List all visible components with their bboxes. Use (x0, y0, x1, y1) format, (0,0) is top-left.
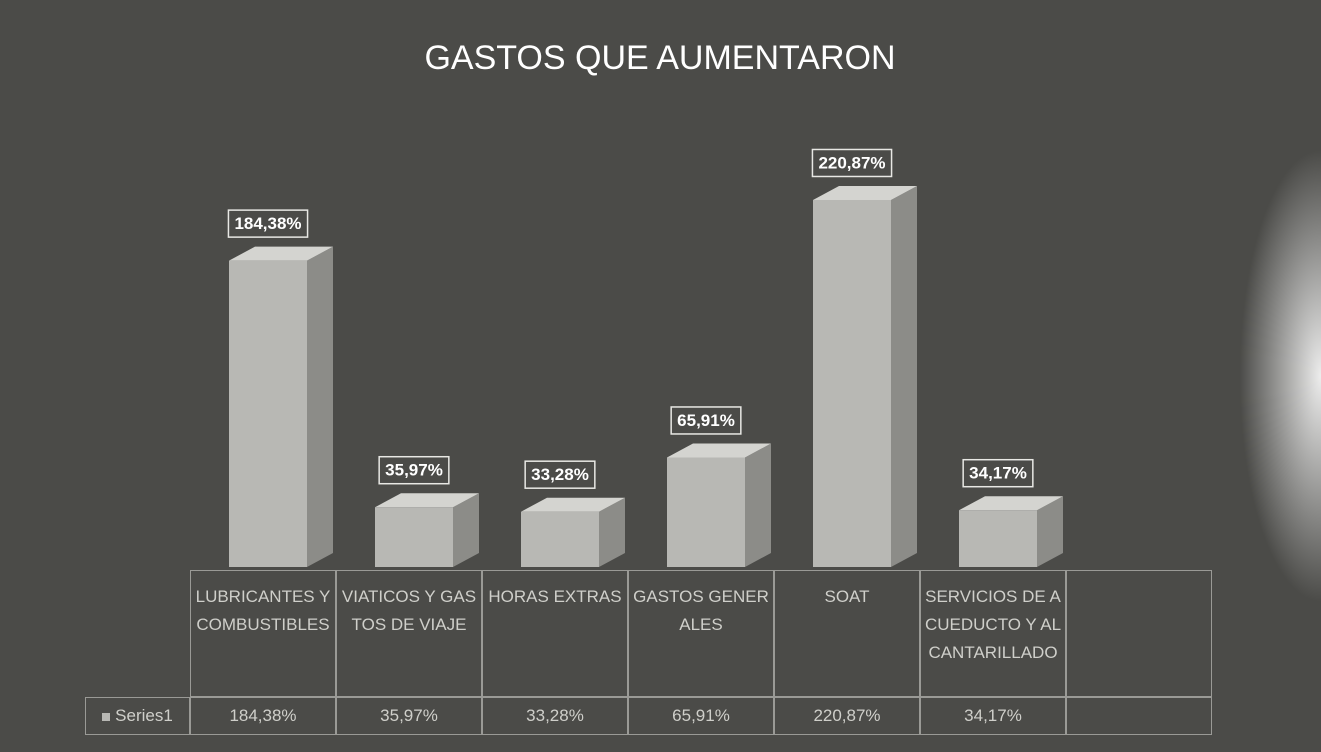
legend-key (102, 713, 111, 721)
value-label-box (811, 148, 893, 178)
category-label: VIATICOS Y GASTOS DE VIAJE (336, 570, 482, 697)
table-value: 65,91% (628, 697, 774, 735)
table-empty (1066, 570, 1212, 697)
value-label-box (670, 406, 742, 435)
bar-top (959, 496, 1063, 511)
legend-label: Series1 (115, 706, 173, 725)
category-label: HORAS EXTRAS (482, 570, 628, 697)
value-label: 184,38% (234, 214, 301, 233)
value-label: 34,17% (969, 464, 1027, 483)
bar-top (813, 186, 917, 200)
bar-top (375, 493, 479, 508)
bar-top (521, 497, 625, 512)
bar-side (891, 186, 917, 567)
value-label: 33,28% (531, 465, 589, 484)
bar (667, 457, 745, 567)
bar (229, 260, 307, 567)
bar-side (745, 443, 771, 567)
legend-entry: Series1 (85, 697, 190, 735)
value-label: 65,91% (677, 411, 735, 430)
bar-top (229, 246, 333, 261)
table-value: 33,28% (482, 697, 628, 735)
table-value: 34,17% (920, 697, 1066, 735)
value-label-box (524, 460, 596, 489)
table-value: 184,38% (190, 697, 336, 735)
value-label-box (962, 458, 1034, 488)
glare (1050, 0, 1321, 752)
bar-side (307, 246, 333, 567)
value-label: 35,97% (385, 461, 443, 480)
category-label: SERVICIOS DE ACUEDUCTO Y ALCANTARILLADO (920, 570, 1066, 697)
bar (375, 507, 453, 567)
value-label-box (378, 455, 450, 485)
category-label: GASTOS GENERALES (628, 570, 774, 697)
value-label-box (227, 209, 309, 238)
category-label: LUBRICANTES Y COMBUSTIBLES (190, 570, 336, 697)
table-value: 35,97% (336, 697, 482, 735)
chart-title: GASTOS QUE AUMENTARON (424, 39, 895, 77)
bar (813, 200, 891, 567)
category-label: SOAT (774, 570, 920, 697)
bar (959, 510, 1037, 567)
bar-side (453, 493, 479, 567)
table-value: 220,87% (774, 697, 920, 735)
bar-top (667, 443, 771, 458)
bar (521, 511, 599, 567)
bar-side (1037, 496, 1063, 567)
table-empty (1066, 697, 1212, 735)
bar-side (599, 497, 625, 567)
value-label: 220,87% (818, 153, 885, 172)
